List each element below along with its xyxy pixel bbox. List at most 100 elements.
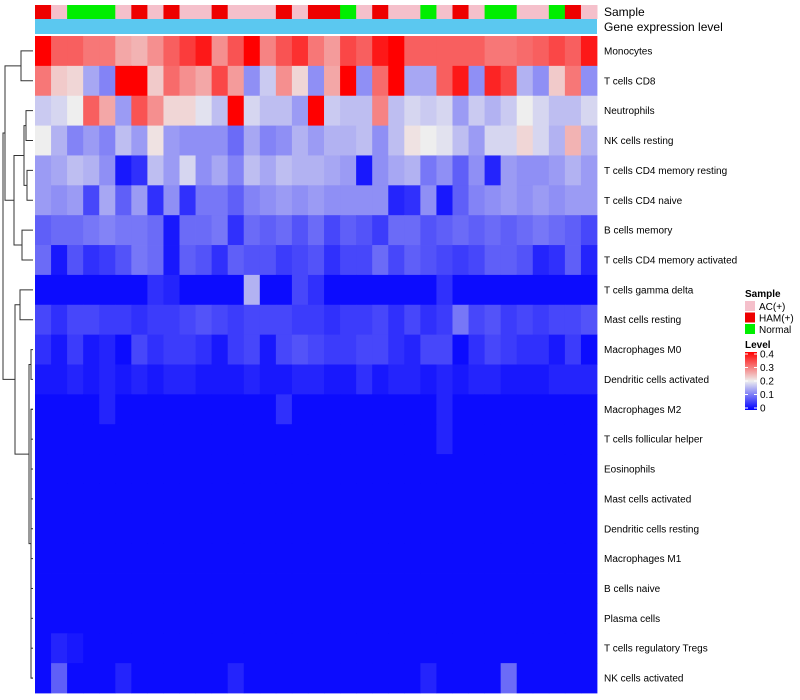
sample-cell bbox=[356, 5, 373, 19]
heatmap-cell bbox=[452, 304, 469, 336]
heatmap-cell bbox=[388, 633, 405, 664]
heatmap-cell bbox=[51, 394, 68, 425]
heatmap-cell bbox=[51, 424, 68, 455]
heatmap-cell bbox=[532, 245, 550, 276]
heatmap-cell bbox=[420, 95, 437, 126]
heatmap-cell bbox=[356, 483, 373, 515]
heatmap-cell bbox=[340, 513, 357, 545]
heatmap-cell bbox=[356, 155, 373, 186]
heatmap-cell bbox=[67, 185, 84, 216]
heatmap-cell bbox=[420, 454, 437, 485]
dendrogram-branch bbox=[21, 229, 33, 261]
heatmap-cell bbox=[484, 65, 502, 97]
heatmap-cell bbox=[484, 663, 502, 694]
heatmap-cell bbox=[564, 573, 582, 604]
heatmap-cells bbox=[35, 36, 598, 694]
heatmap-cell bbox=[500, 274, 518, 306]
heatmap-cell bbox=[307, 274, 325, 306]
heatmap-cell bbox=[83, 215, 100, 246]
heatmap-cell bbox=[83, 155, 100, 186]
row-label: Mast cells activated bbox=[604, 494, 691, 505]
sample-cell bbox=[147, 5, 164, 19]
heatmap-cell bbox=[163, 215, 180, 246]
heatmap-cell bbox=[259, 36, 277, 67]
heatmap-cell bbox=[163, 663, 180, 694]
heatmap-cell bbox=[580, 603, 598, 634]
heatmap-cell bbox=[516, 155, 534, 186]
heatmap-cell bbox=[179, 334, 196, 365]
heatmap-cell bbox=[211, 155, 229, 186]
heatmap-cell bbox=[356, 424, 373, 455]
heatmap-cell bbox=[131, 304, 148, 336]
heatmap-cell bbox=[227, 364, 245, 395]
heatmap-cell bbox=[452, 245, 469, 276]
heatmap-cell bbox=[356, 125, 373, 156]
sample-cell bbox=[131, 5, 148, 19]
heatmap-cell bbox=[147, 513, 164, 545]
heatmap-cell bbox=[436, 36, 453, 67]
heatmap-cell bbox=[211, 334, 229, 365]
heatmap-cell bbox=[131, 185, 148, 216]
heatmap-cell bbox=[211, 394, 229, 425]
heatmap-cell bbox=[259, 603, 277, 634]
heatmap-cell bbox=[468, 633, 485, 664]
heatmap-cell bbox=[356, 513, 373, 545]
heatmap-cell bbox=[67, 483, 84, 515]
heatmap-cell bbox=[420, 394, 437, 425]
heatmap-cell bbox=[115, 334, 132, 365]
heatmap-cell bbox=[564, 95, 582, 126]
heatmap-cell bbox=[516, 65, 534, 97]
heatmap-cell bbox=[147, 573, 164, 604]
heatmap-cell bbox=[211, 125, 229, 156]
heatmap-cell bbox=[580, 364, 598, 395]
heatmap-cell bbox=[243, 95, 261, 126]
heatmap-cell bbox=[468, 603, 485, 634]
heatmap-cell bbox=[163, 155, 180, 186]
heatmap-cell bbox=[291, 36, 309, 67]
sample-cell bbox=[340, 5, 357, 19]
heatmap-cell bbox=[67, 543, 84, 574]
heatmap-cell bbox=[163, 633, 180, 664]
heatmap-cell bbox=[291, 304, 309, 336]
heatmap-cell bbox=[548, 633, 566, 664]
heatmap-cell bbox=[340, 36, 357, 67]
heatmap-cell bbox=[211, 603, 229, 634]
heatmap-cell bbox=[131, 364, 148, 395]
heatmap-cell bbox=[516, 603, 534, 634]
heatmap-cell bbox=[388, 274, 405, 306]
heatmap-cell bbox=[468, 185, 485, 216]
sample-cell bbox=[227, 5, 245, 19]
heatmap-cell bbox=[115, 95, 132, 126]
heatmap-cell bbox=[35, 454, 52, 485]
heatmap-cell bbox=[275, 215, 293, 246]
heatmap-cell bbox=[484, 155, 502, 186]
heatmap-cell bbox=[307, 483, 325, 515]
heatmap-cell bbox=[115, 633, 132, 664]
heatmap-cell bbox=[259, 155, 277, 186]
heatmap-cell bbox=[83, 513, 100, 545]
heatmap-cell bbox=[404, 36, 421, 67]
heatmap-cell bbox=[163, 573, 180, 604]
heatmap-cell bbox=[580, 185, 598, 216]
heatmap-cell bbox=[516, 394, 534, 425]
heatmap-cell bbox=[468, 424, 485, 455]
heatmap-cell bbox=[227, 95, 245, 126]
heatmap-cell bbox=[291, 394, 309, 425]
heatmap-cell bbox=[548, 125, 566, 156]
row-label: Neutrophils bbox=[604, 106, 655, 117]
heatmap-cell bbox=[340, 543, 357, 574]
sample-cell bbox=[51, 5, 68, 19]
heatmap-cell bbox=[115, 454, 132, 485]
heatmap-cell bbox=[51, 633, 68, 664]
dendrogram-branch bbox=[14, 304, 29, 455]
sample-cell bbox=[580, 5, 598, 19]
heatmap-cell bbox=[532, 513, 550, 545]
heatmap-cell bbox=[484, 274, 502, 306]
heatmap-cell bbox=[259, 663, 277, 694]
heatmap-cell bbox=[436, 513, 453, 545]
heatmap-cell bbox=[35, 65, 52, 97]
heatmap-cell bbox=[131, 483, 148, 515]
row-label: T cells CD4 naive bbox=[604, 196, 683, 207]
heatmap-cell bbox=[259, 125, 277, 156]
heatmap-cell bbox=[532, 65, 550, 97]
